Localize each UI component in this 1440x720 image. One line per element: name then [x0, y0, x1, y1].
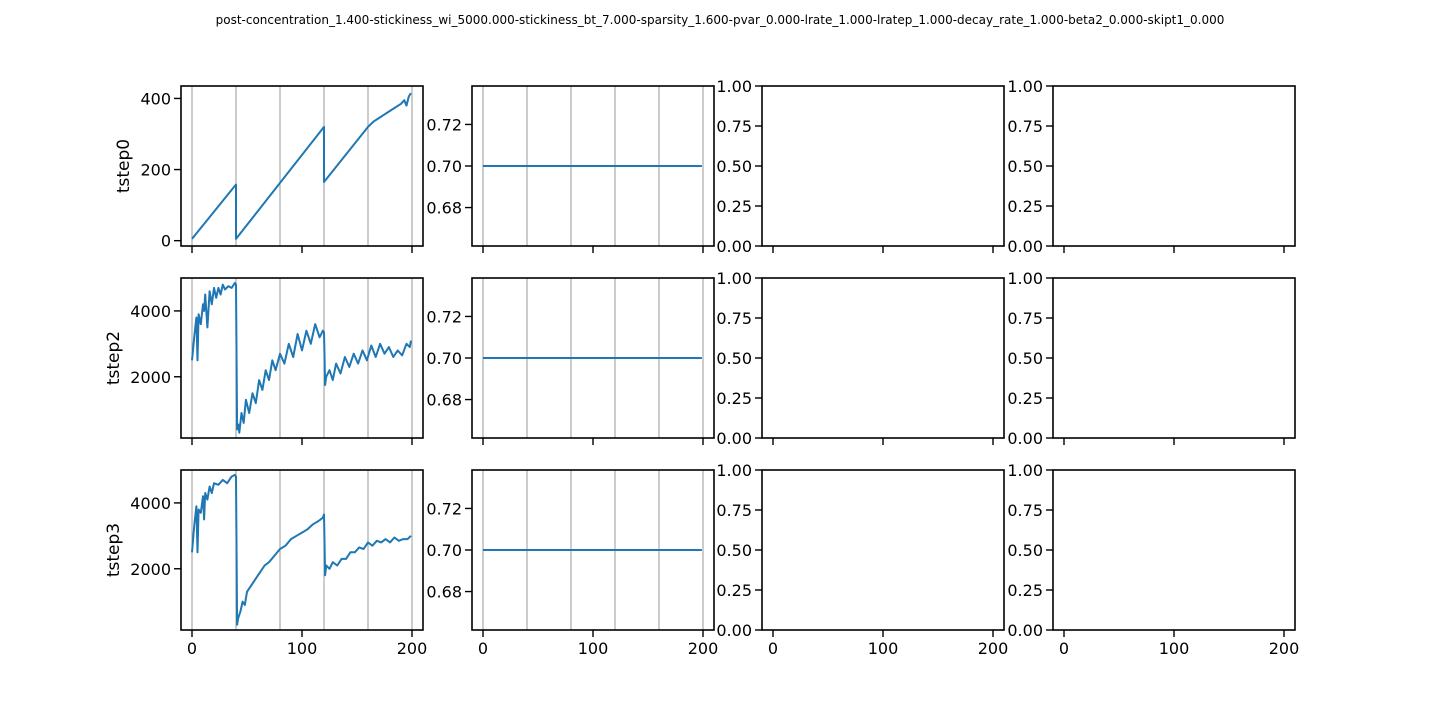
y-tick-label: 0.72	[426, 307, 462, 326]
y-tick-label: 0.00	[716, 429, 752, 448]
y-tick-label: 0.75	[1007, 309, 1043, 328]
x-tick-label: 100	[1159, 639, 1190, 658]
y-tick-label: 2000	[130, 560, 171, 579]
x-tick-label: 0	[1059, 639, 1069, 658]
y-tick-label: 0.75	[716, 501, 752, 520]
x-tick-label: 100	[287, 639, 318, 658]
y-tick-label: 0.25	[716, 581, 752, 600]
y-tick-label: 0.25	[1007, 389, 1043, 408]
x-tick-label: 0	[478, 639, 488, 658]
y-tick-label: 0.50	[1007, 157, 1043, 176]
y-tick-label: 0.75	[716, 309, 752, 328]
y-tick-label: 0.50	[1007, 541, 1043, 560]
y-tick-label: 0.68	[426, 199, 462, 218]
y-tick-label: 200	[140, 161, 171, 180]
subplot-r2-c1: 0 100 200 0.68 0.70 0.72	[426, 469, 719, 658]
subplot-r2-c2: 0 100 200 0.00 0.25 0.50 0.75 1.00	[716, 461, 1008, 658]
y-tick-label: 4000	[130, 494, 171, 513]
y-tick-label: 0.25	[716, 389, 752, 408]
x-tick-label: 200	[688, 639, 719, 658]
subplot-grid: 0 200 400 tstep0 0.68 0.70 0.72 0.00 0.25 0.50 0.7…	[104, 77, 1299, 658]
subplot-r0-c3: 0.00 0.25 0.50 0.75 1.00	[1007, 77, 1296, 256]
y-tick-label: 0.50	[716, 541, 752, 560]
y-tick-label: 1.00	[716, 269, 752, 288]
series-line	[191, 92, 412, 240]
x-tick-label: 200	[1269, 639, 1300, 658]
y-tick-label: 0.75	[716, 117, 752, 136]
series-line	[191, 281, 412, 434]
subplot-r2-c3: 0 100 200 0.00 0.25 0.50 0.75 1.00	[1007, 461, 1299, 658]
y-tick-label: 0.00	[1007, 429, 1043, 448]
x-tick-label: 0	[768, 639, 778, 658]
y-tick-label: 0.50	[716, 157, 752, 176]
y-tick-label: 1.00	[1007, 461, 1043, 480]
y-tick-label: 0.25	[716, 197, 752, 216]
subplot-r1-c1: 0.68 0.70 0.72	[426, 277, 715, 445]
series-line	[191, 473, 412, 626]
subplot-r1-c2: 0.00 0.25 0.50 0.75 1.00	[716, 269, 1005, 448]
y-tick-label: 0.70	[426, 349, 462, 368]
y-tick-label: 0.70	[426, 541, 462, 560]
x-tick-label: 100	[578, 639, 609, 658]
y-tick-label: 0.68	[426, 583, 462, 602]
subplot-r1-c3: 0.00 0.25 0.50 0.75 1.00	[1007, 269, 1296, 448]
y-tick-label: 0.00	[716, 621, 752, 640]
x-tick-label: 0	[187, 639, 197, 658]
y-tick-label: 0.00	[716, 237, 752, 256]
y-tick-label: 0	[161, 232, 171, 251]
subplot-r1-c0: 2000 4000 tstep2	[104, 277, 424, 445]
y-tick-label: 0.00	[1007, 621, 1043, 640]
y-axis-label: tstep2	[104, 331, 124, 385]
y-tick-label: 0.00	[1007, 237, 1043, 256]
y-tick-label: 1.00	[716, 77, 752, 96]
y-tick-label: 0.50	[716, 349, 752, 368]
x-tick-label: 200	[397, 639, 428, 658]
y-tick-label: 0.25	[1007, 197, 1043, 216]
y-tick-label: 0.72	[426, 115, 462, 134]
subplot-r0-c1: 0.68 0.70 0.72	[426, 85, 715, 253]
y-tick-label: 4000	[130, 302, 171, 321]
subplot-r0-c2: 0.00 0.25 0.50 0.75 1.00	[716, 77, 1005, 256]
subplot-r2-c0: 0 100 200 2000 4000 tstep3	[104, 469, 428, 658]
y-tick-label: 400	[140, 89, 171, 108]
x-tick-label: 200	[978, 639, 1009, 658]
y-tick-label: 0.72	[426, 499, 462, 518]
y-tick-label: 0.75	[1007, 117, 1043, 136]
y-tick-label: 1.00	[716, 461, 752, 480]
y-tick-label: 1.00	[1007, 269, 1043, 288]
figure-suptitle: post-concentration_1.400-stickiness_wi_5…	[216, 13, 1225, 27]
y-tick-label: 2000	[130, 368, 171, 387]
y-axis-label: tstep0	[114, 139, 134, 193]
y-tick-label: 0.50	[1007, 349, 1043, 368]
y-tick-label: 0.75	[1007, 501, 1043, 520]
y-tick-label: 0.68	[426, 391, 462, 410]
y-axis-label: tstep3	[104, 523, 124, 577]
y-tick-label: 0.25	[1007, 581, 1043, 600]
y-tick-label: 1.00	[1007, 77, 1043, 96]
subplot-r0-c0: 0 200 400 tstep0	[114, 85, 424, 253]
x-tick-label: 100	[868, 639, 899, 658]
y-tick-label: 0.70	[426, 157, 462, 176]
